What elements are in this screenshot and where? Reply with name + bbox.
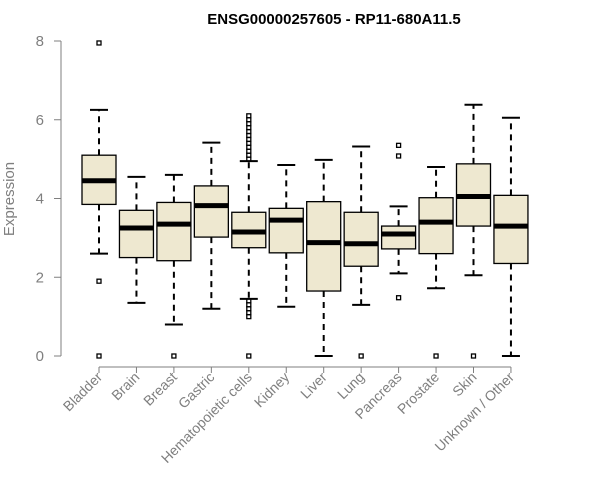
x-tick-label: Liver: [297, 369, 330, 402]
outlier-point: [395, 142, 402, 148]
outlier-point: [246, 353, 252, 359]
box: [268, 207, 304, 254]
outlier-point: [358, 353, 364, 359]
outlier-point: [433, 353, 439, 359]
chart-title: ENSG00000257605 - RP11-680A11.5: [207, 11, 461, 28]
y-tick-label: 4: [36, 191, 44, 208]
y-tick-label: 0: [36, 348, 44, 365]
box: [343, 211, 379, 267]
outlier-point: [395, 153, 402, 159]
outlier-point: [171, 353, 177, 359]
x-tick-label: Breast: [140, 369, 180, 409]
y-tick-label: 8: [36, 33, 44, 50]
box: [418, 197, 454, 255]
outlier-point: [246, 156, 252, 162]
box-group: [493, 116, 529, 357]
box-group: [231, 113, 267, 359]
box-group: [81, 40, 117, 359]
outlier-point: [470, 353, 477, 359]
boxes: [81, 40, 529, 359]
outlier-point: [246, 313, 252, 320]
box-group: [380, 142, 417, 301]
x-tick-label: Prostate: [394, 369, 442, 417]
x-tick-label: Bladder: [60, 369, 106, 415]
box-group: [306, 158, 342, 357]
box: [156, 201, 192, 262]
x-tick-label: Kidney: [251, 369, 293, 411]
box: [306, 200, 342, 292]
x-tick-label: Brain: [108, 369, 142, 403]
box-group: [455, 103, 492, 359]
axes: 0 2 4 6 8: [36, 33, 512, 373]
x-tick-label: Lung: [334, 369, 367, 402]
box: [380, 225, 417, 250]
box-group: [343, 145, 379, 359]
box: [118, 209, 155, 259]
box-group: [118, 175, 155, 304]
y-axis-label: Expression: [1, 162, 18, 236]
box-group: [156, 173, 192, 359]
outlier-point: [96, 278, 102, 284]
x-tick-label: Skin: [449, 369, 480, 400]
outlier-point: [395, 295, 402, 301]
box-group: [193, 141, 230, 310]
outlier-point: [96, 40, 102, 46]
y-tick-label: 2: [36, 269, 44, 286]
box-group: [418, 166, 454, 359]
box-group: [268, 164, 304, 308]
box: [193, 185, 230, 238]
y-tick-label: 6: [36, 112, 44, 129]
outlier-point: [96, 353, 102, 359]
box: [493, 194, 529, 265]
